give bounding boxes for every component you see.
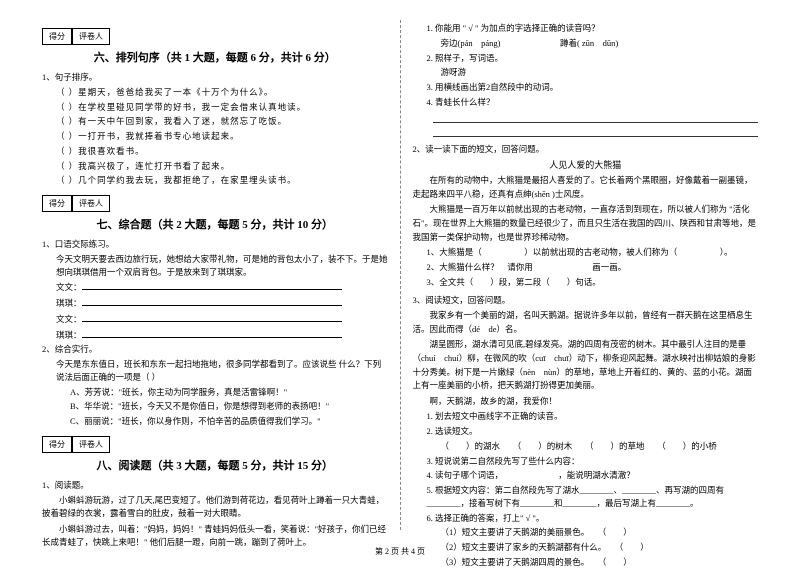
r-q3-4: 4. 读句子哪个词语， ，能说明湖水清澈？	[413, 469, 759, 482]
q7-2-text: 今天是东东值日，班长和东东一起扫地拖地，很多同学都看到了。应该说些 什么？下列说…	[42, 358, 388, 384]
r-q2head: 2、读一读下面的短文，回答问题。	[413, 143, 759, 156]
r-q3-2: 2. 选读短文。	[413, 425, 759, 438]
q7-1-text: 今天文明天要去西边旅行玩，她想给大家带礼物，可是她的背包太小了，装不下。于是她想…	[42, 253, 388, 279]
r-q2-3: 3、全文共（ ）段，第二段（ ）句话。	[413, 276, 759, 289]
blank-line	[82, 280, 342, 290]
blank-line	[82, 312, 342, 322]
score-box-6: 得分 评卷人	[42, 28, 388, 45]
dialog-2: 文文：	[42, 312, 388, 326]
r-q3-6c: （3）短文主要讲了天鹅湖四周的景色。 （ ）	[413, 556, 759, 569]
r-q3-3: 3. 短说说第二自然段先写了些什么内容：	[413, 455, 759, 468]
answer-line	[433, 125, 759, 137]
p3b: 湖呈圆形，湖水清可见底,碧绿发亮。湖的四周有茂密的树木。其中最引人注目的是垂（c…	[413, 338, 759, 392]
score-cell: 得分	[42, 195, 72, 212]
page-footer: 第 2 页 共 4 页	[0, 546, 800, 557]
q8-p1: 小蝌蚪游玩游，过了几天,尾巴变短了。他们游到荷花边，看见荷叶上蹲着一只大青蛙，披…	[42, 494, 388, 521]
opt-c: C、丽丽说："班长，你以身作则，不怕辛苦的品质值得我们学习。"	[42, 415, 388, 428]
dialog-label: 文文：	[56, 282, 82, 292]
q7-1: 1、口语交际练习。	[42, 238, 388, 251]
reviewer-cell: 评卷人	[72, 436, 110, 453]
r-q2-2: 2、大熊猫什么样？ 请你用 画一画。	[413, 261, 759, 274]
answer-line	[433, 111, 759, 123]
dialog-label: 文文：	[56, 314, 82, 324]
r-q2a: 游呀游	[413, 66, 759, 79]
r-q1: 1. 你能用 " √ " 为加点的字选择正确的读音吗？	[413, 22, 759, 35]
score-box-8: 得分 评卷人	[42, 436, 388, 453]
r-q3-5: 5. 根据短文内容：第二自然段先写了湖水________、________、再写…	[413, 484, 759, 510]
passage2-title: 人见人爱的大熊猫	[413, 158, 759, 171]
blank-line	[82, 296, 342, 306]
r-q3-6a: （1）短文主要讲了天鹅湖的美丽景色。 （ ）	[413, 526, 759, 539]
q6-1: 1、句子排序。	[42, 71, 388, 84]
dialog-label: 琪琪：	[56, 330, 82, 340]
r-q4: 4. 青蛙长什么样？	[413, 96, 759, 109]
dialog-label: 琪琪：	[56, 298, 82, 308]
reviewer-cell: 评卷人	[72, 195, 110, 212]
blank-line	[82, 328, 342, 338]
s6-line-5: （ ）我高兴极了，连忙打开书看了起来。	[42, 160, 388, 173]
r-q3head: 3、阅读短文，回答问题。	[413, 294, 759, 307]
section-7-title: 七、综合题（共 2 大题，每题 5 分，共计 10 分）	[42, 216, 388, 232]
s6-line-3: （ ）一打开书，我就捧着书专心地读起来。	[42, 130, 388, 143]
reviewer-cell: 评卷人	[72, 28, 110, 45]
section-8-title: 八、阅读题（共 3 大题，每题 5 分，共计 15 分）	[42, 457, 388, 473]
s6-line-6: （ ）几个同学约我去玩，我都拒绝了，在家里埋头读书。	[42, 174, 388, 187]
r-q1a: 旁边(pán páng) 蹲着( zūn dūn)	[413, 37, 759, 50]
section-6-title: 六、排列句序（共 1 大题，每题 6 分，共计 6 分）	[42, 49, 388, 65]
s6-line-4: （ ）我很喜欢看书。	[42, 145, 388, 158]
dialog-3: 琪琪：	[42, 328, 388, 342]
s6-line-0: （ ）星期天，爸爸给我买了一本《十万个为什么》。	[42, 86, 388, 99]
right-column: 1. 你能用 " √ " 为加点的字选择正确的读音吗？ 旁边(pán páng)…	[401, 20, 771, 530]
q8-1: 1、阅读题。	[42, 479, 388, 492]
r-q3-6: 6. 选择正确的答案，打上" √ "。	[413, 512, 759, 525]
score-cell: 得分	[42, 28, 72, 45]
left-column: 得分 评卷人 六、排列句序（共 1 大题，每题 6 分，共计 6 分） 1、句子…	[30, 20, 401, 530]
p3a: 我家乡有一个美丽的湖，名叫天鹅湖。据说许多年以前，曾经有一群天鹅在这里栖息生活。…	[413, 309, 759, 336]
s6-line-1: （ ）在学校里碰见同学带的好书，我一定会借来认真地读。	[42, 101, 388, 114]
opt-a: A、芳芳说："班长，你主动为同学服务，真是活雷锋啊！"	[42, 386, 388, 399]
r-q3-1: 1. 划去短文中画线字不正确的读音。	[413, 410, 759, 423]
q7-2: 2、综合实行。	[42, 343, 388, 356]
score-cell: 得分	[42, 436, 72, 453]
dialog-0: 文文：	[42, 280, 388, 294]
r-q3: 3. 用横线画出第2自然段中的动词。	[413, 81, 759, 94]
p2a: 在所有的动物中，大熊猫是最招人喜爱的了。它长着两个黑眼圈，好像戴着一副墨镜，走起…	[413, 174, 759, 201]
r-q2-1: 1、大熊猫是（ ）以前就出现的古老动物，被人们称为（ ）。	[413, 246, 759, 259]
r-q2: 2. 照样子，写词语。	[413, 52, 759, 65]
s6-line-2: （ ）有一天中午回到家，我看入了迷，就然忘了吃饭。	[42, 115, 388, 128]
p2b: 大熊猫是一百万年以前就出现的古老动物，一直存活到到现在，所以被人们称为 "活化石…	[413, 203, 759, 244]
score-box-7: 得分 评卷人	[42, 195, 388, 212]
opt-b: B、华华说："班长，今天又不是你值日，你是想得到老师的表扬吧！"	[42, 400, 388, 413]
dialog-1: 琪琪：	[42, 296, 388, 310]
r-q3-2a: （ ）的湖水 （ ）的树木 （ ）的草地 （ ）的小桥	[413, 440, 759, 453]
p3c: 啊，天鹅湖，故乡的湖，我爱你！	[413, 395, 759, 409]
